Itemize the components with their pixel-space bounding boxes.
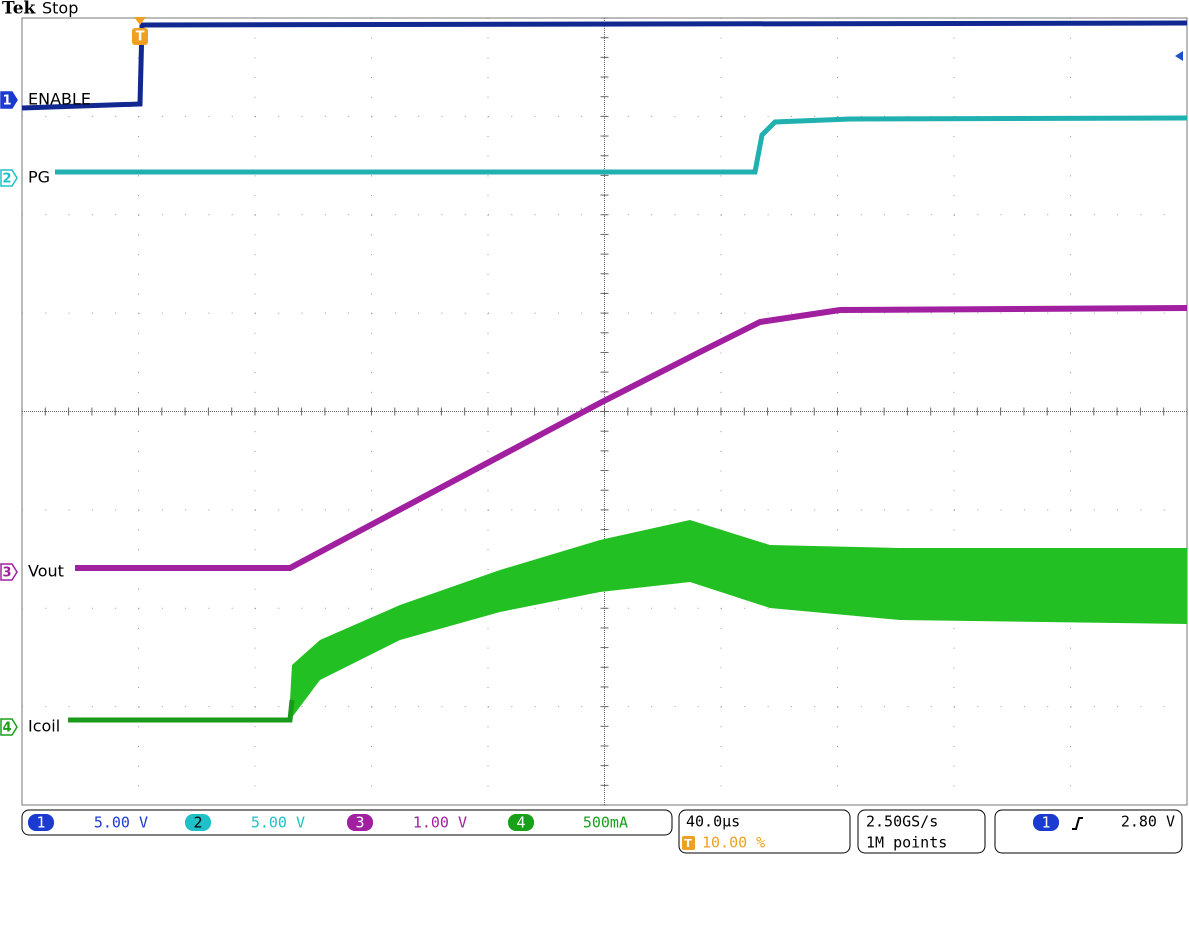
- channel-badge: [28, 814, 54, 831]
- channel-badge-number: 1: [36, 814, 45, 832]
- pg-trace: [55, 115, 1188, 175]
- channel-label: PG: [28, 168, 50, 187]
- channel-marker-box: [0, 91, 18, 109]
- trigger-level: 2.80 V: [1121, 813, 1175, 831]
- channel-badge-number: 2: [193, 814, 202, 832]
- time-scale: 40.0µs: [686, 813, 740, 831]
- channel-marker-box: [0, 169, 18, 187]
- trigger-pos-icon-box: [682, 836, 695, 850]
- channel-marker-number: 4: [2, 721, 11, 736]
- timebase-panel: [678, 809, 851, 854]
- channel-marker-number: 3: [2, 566, 11, 581]
- vout-trace: [75, 305, 1188, 571]
- channel-label: Vout: [28, 562, 64, 581]
- channel-marker-number: 2: [2, 172, 11, 187]
- trigger-marker-box: [132, 28, 148, 45]
- channel-label: ENABLE: [28, 90, 91, 109]
- trigger-pos-icon: T: [684, 837, 692, 850]
- trigger-source-badge: [1033, 814, 1059, 831]
- enable-trace: [21, 20, 1188, 111]
- icoil-envelope: [290, 520, 1187, 720]
- acquisition-panel: [857, 809, 986, 854]
- channel-marker-number: 1: [2, 94, 11, 109]
- level-marker: [1175, 51, 1183, 61]
- record-length: 1M points: [866, 834, 947, 852]
- channel-scale: 5.00 V: [251, 814, 305, 832]
- channel-marker-box: [0, 563, 18, 581]
- channel-badge: [347, 814, 373, 831]
- sample-rate: 2.50GS/s: [866, 813, 938, 831]
- trigger-arrow: [134, 17, 146, 25]
- trigger-slope: [1072, 817, 1083, 830]
- channel-marker-box: [0, 718, 18, 736]
- channel-badge-number: 4: [516, 814, 525, 832]
- trigger-marker: T: [136, 30, 145, 45]
- channel-badge: [508, 814, 534, 831]
- channel-scale: 5.00 V: [94, 814, 148, 832]
- channel-scale: 1.00 V: [413, 814, 467, 832]
- trigger-position: 10.00 %: [702, 834, 765, 852]
- graticule: [21, 17, 1188, 806]
- channel-badge: [185, 814, 211, 831]
- channel-scale: 500mA: [583, 814, 628, 832]
- trigger-source: 1: [1041, 814, 1050, 832]
- icoil-trace: [68, 699, 295, 723]
- channel-label: Icoil: [28, 717, 60, 736]
- run-status: Stop: [42, 0, 78, 18]
- brand: Tek: [2, 0, 37, 19]
- channel-badge-number: 3: [355, 814, 364, 832]
